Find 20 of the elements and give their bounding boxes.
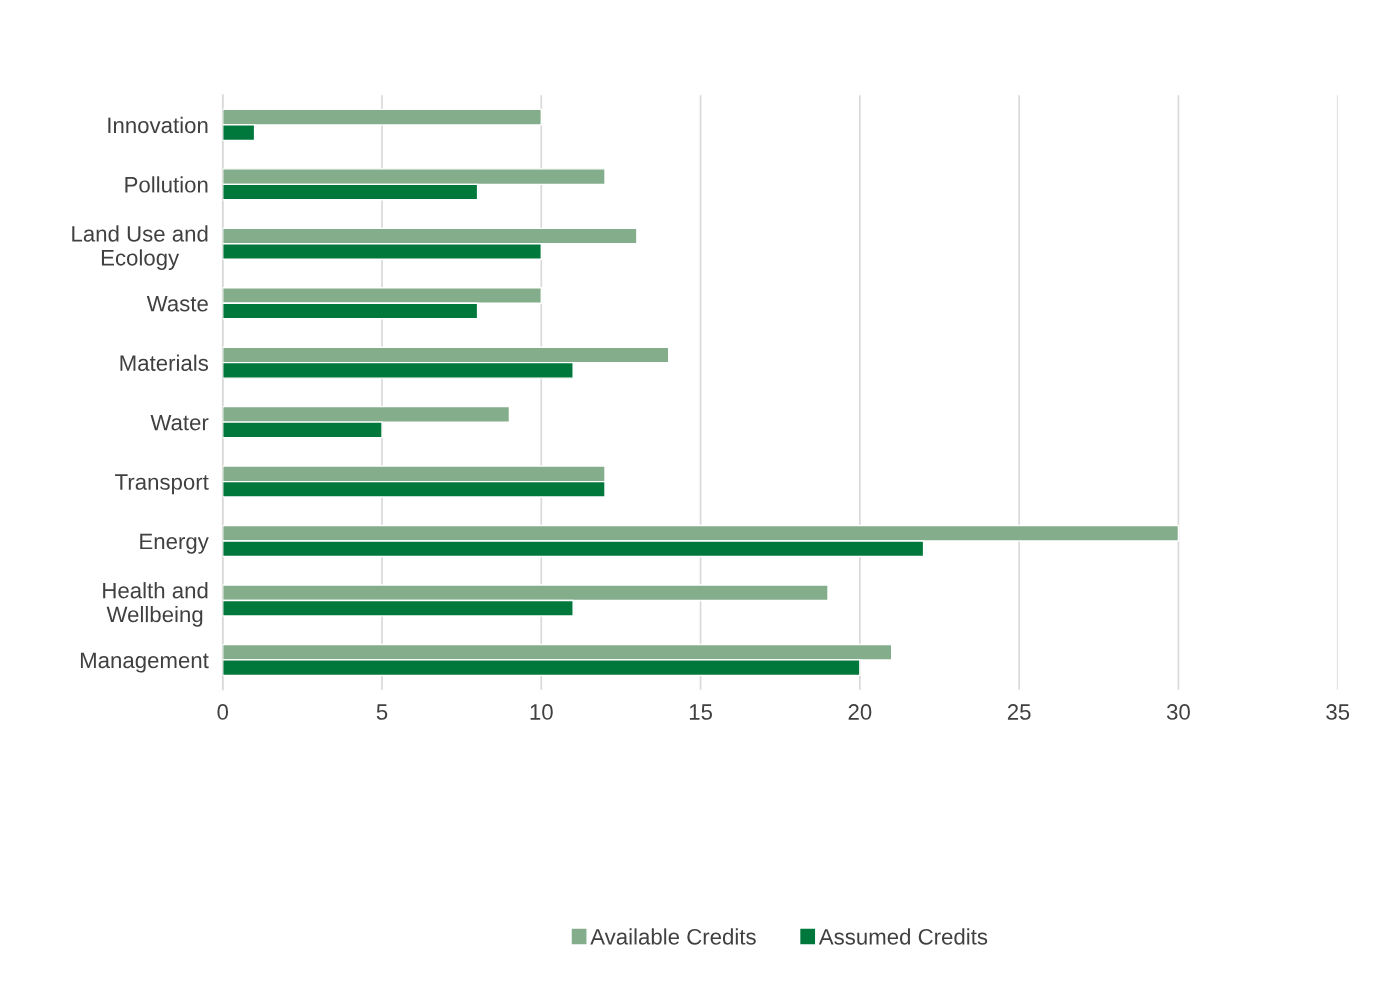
x-tick-label: 10 (530, 704, 553, 720)
y-tick-label: Transport (115, 474, 209, 495)
y-tick-label: Health and Wellbeing (103, 582, 208, 627)
y-tick-label: Pollution (125, 176, 208, 193)
x-tick-label: 0 (217, 704, 229, 720)
y-tick-label: Innovation (108, 116, 208, 134)
legend-label: Assumed Credits (818, 928, 988, 945)
y-tick-label: Water (150, 414, 209, 431)
x-tick-label: 15 (689, 704, 712, 720)
y-tick-label: Waste (146, 295, 208, 312)
x-tick-label: 35 (1326, 704, 1350, 720)
y-tick-label: Energy (140, 533, 209, 554)
x-tick-label: 5 (376, 704, 388, 720)
x-tick-label: 20 (848, 704, 872, 720)
x-tick-label: 30 (1166, 704, 1190, 720)
y-tick-label: Materials (120, 354, 209, 371)
legend-label: Available Credits (590, 928, 756, 945)
y-tick-label: Land Use and Ecology (72, 225, 208, 271)
y-tick-label: Management (80, 652, 209, 673)
x-tick-label: 25 (1007, 704, 1031, 720)
